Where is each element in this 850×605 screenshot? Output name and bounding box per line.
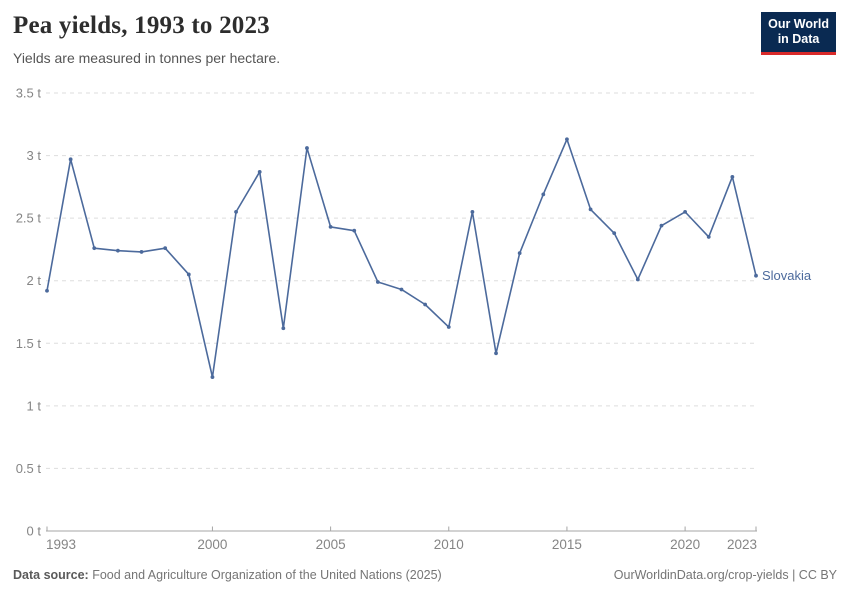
data-point: [399, 287, 404, 292]
data-source-text: Food and Agriculture Organization of the…: [88, 568, 442, 582]
y-axis-tick-label: 3 t: [27, 148, 42, 163]
data-point: [139, 250, 144, 254]
data-point: [92, 246, 97, 251]
footer-link[interactable]: OurWorldinData.org/crop-yields | CC BY: [613, 568, 837, 582]
data-source-label: Data source:: [13, 568, 89, 582]
data-point: [423, 302, 428, 307]
data-point: [281, 326, 286, 331]
page-title: Pea yields, 1993 to 2023: [13, 12, 270, 39]
owid-logo-line2: in Data: [777, 32, 820, 47]
data-point: [186, 272, 191, 277]
data-point: [659, 223, 664, 228]
data-point: [517, 251, 522, 256]
data-point: [470, 209, 475, 214]
data-point: [541, 192, 546, 197]
data-point: [328, 225, 333, 229]
data-point: [565, 137, 569, 142]
entity-label: Slovakia: [762, 268, 812, 283]
data-point: [635, 277, 640, 282]
data-point: [45, 288, 49, 293]
data-point: [446, 325, 451, 329]
data-point: [68, 157, 73, 162]
data-line: [46, 138, 757, 378]
chart-subtitle: Yields are measured in tonnes per hectar…: [13, 50, 281, 66]
data-source: Data source: Food and Agriculture Organi…: [13, 568, 442, 582]
data-point: [163, 246, 168, 251]
data-point: [375, 280, 380, 284]
x-axis-tick-label: 2010: [434, 537, 464, 552]
y-axis-tick-label: 0 t: [27, 524, 42, 539]
x-axis-tick-label: 1993: [46, 537, 76, 552]
data-point: [210, 375, 215, 379]
y-axis-tick-label: 2 t: [27, 273, 42, 288]
x-axis-tick-label: 2015: [552, 537, 582, 552]
data-point: [305, 146, 309, 150]
data-point: [234, 209, 238, 214]
data-point: [754, 273, 758, 278]
chart-footer: Data source: Food and Agriculture Organi…: [13, 568, 837, 582]
x-axis-tick-label: 2023: [727, 537, 757, 552]
data-point: [257, 169, 262, 174]
data-point: [612, 231, 617, 236]
x-axis-tick-label: 2020: [670, 537, 700, 552]
y-axis-tick-label: 1 t: [27, 398, 42, 413]
x-axis-tick-label: 2000: [197, 537, 227, 552]
data-point: [683, 209, 687, 214]
data-point: [352, 228, 357, 233]
data-point: [706, 235, 711, 239]
y-axis-tick-label: 1.5 t: [16, 336, 42, 351]
data-point: [494, 351, 498, 356]
y-axis-tick-label: 0.5 t: [16, 461, 42, 476]
y-axis-tick-label: 3.5 t: [16, 86, 42, 101]
y-axis-tick-label: 2.5 t: [16, 211, 42, 226]
data-point: [588, 207, 593, 212]
owid-logo[interactable]: Our World in Data: [761, 12, 836, 55]
x-axis-tick-label: 2005: [316, 537, 346, 552]
owid-logo-line1: Our World: [768, 17, 829, 31]
data-point: [730, 174, 735, 179]
data-point: [116, 248, 120, 253]
